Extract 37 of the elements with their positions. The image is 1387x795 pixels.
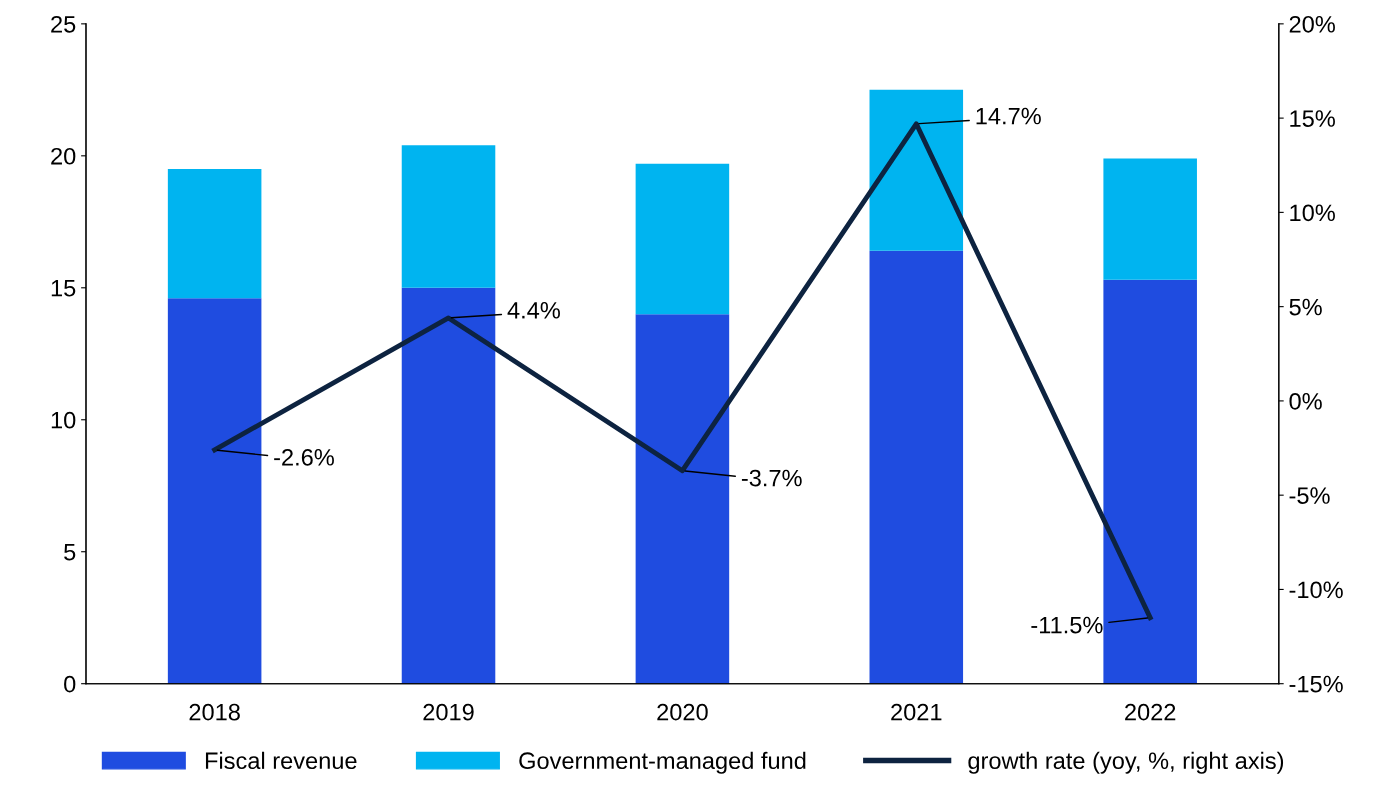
- legend-label: growth rate (yoy, %, right axis): [968, 751, 1284, 774]
- y-tick-label: 25: [51, 15, 76, 33]
- data-label: -3.7%: [741, 469, 802, 487]
- bar: [167, 169, 262, 299]
- data-label: 4.4%: [507, 302, 560, 319]
- x-tick-label: 2022: [1125, 703, 1176, 721]
- bar: [869, 89, 964, 251]
- y2-tick-label: -5%: [1289, 487, 1330, 504]
- y-tick-label: 5: [64, 544, 76, 561]
- x-tick-label: 2021: [891, 703, 942, 721]
- x-tick-label: 2020: [657, 703, 708, 721]
- y-tick-label: 15: [51, 280, 76, 297]
- y-tick-label: 10: [51, 411, 76, 429]
- bar: [635, 163, 730, 315]
- y2-tick-label: -15%: [1289, 675, 1343, 693]
- bar: [869, 250, 964, 684]
- data-label: 14.7%: [976, 107, 1041, 125]
- bar: [167, 298, 262, 684]
- legend-label: Fiscal revenue: [205, 751, 357, 770]
- bar: [401, 287, 496, 684]
- y-tick-label: 20: [51, 147, 76, 165]
- y2-tick-label: 0%: [1289, 392, 1322, 410]
- y2-tick-label: 10%: [1290, 204, 1335, 222]
- data-label: -11.5%: [1031, 616, 1103, 634]
- y2-tick-label: -10%: [1289, 581, 1343, 599]
- y-tick-label: 0: [64, 675, 76, 693]
- y2-tick-label: 15%: [1290, 110, 1335, 127]
- bar: [1103, 158, 1197, 280]
- legend-label: Government-managed fund: [519, 751, 806, 774]
- bar: [635, 314, 730, 684]
- x-tick-label: 2018: [189, 703, 240, 721]
- bar: [401, 145, 496, 288]
- y2-tick-label: 20%: [1289, 15, 1335, 33]
- y2-tick-label: 5%: [1289, 298, 1322, 316]
- bar: [1103, 279, 1197, 684]
- data-label: -2.6%: [274, 448, 334, 466]
- x-tick-label: 2019: [423, 703, 474, 721]
